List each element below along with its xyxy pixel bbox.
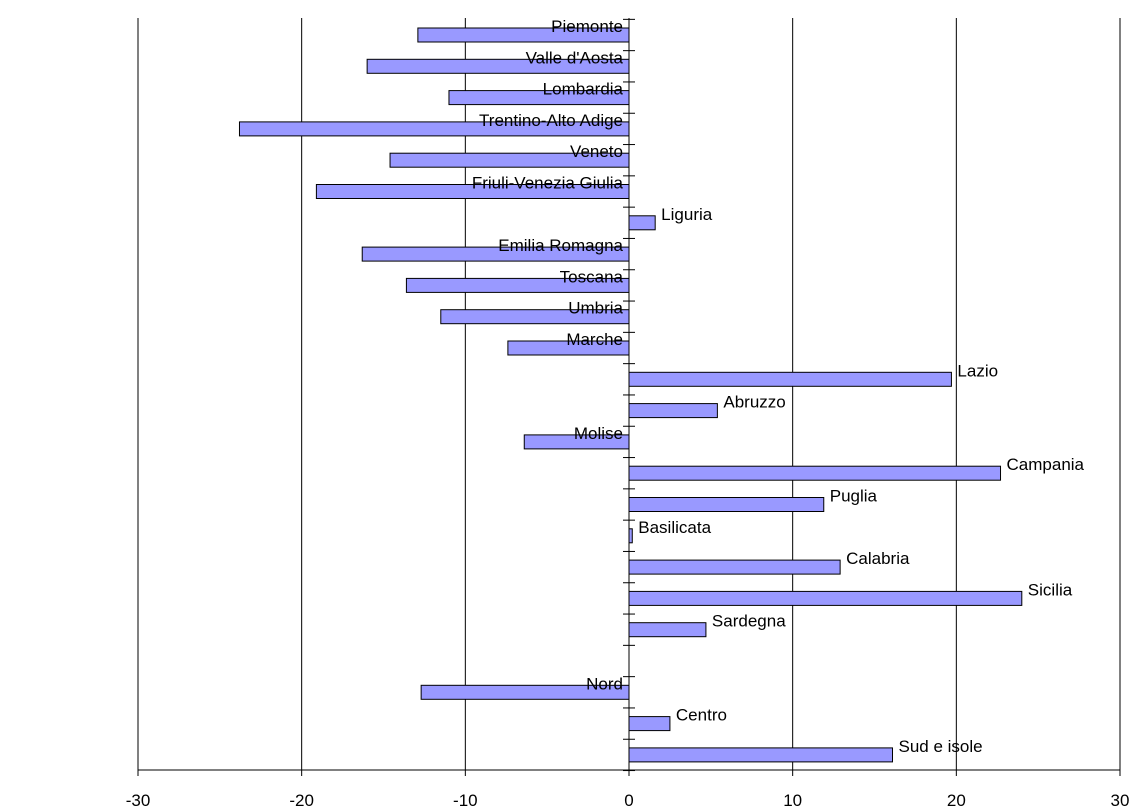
bar [628, 371, 952, 387]
x-tick-label: 10 [783, 791, 802, 810]
bar-category-label: Campania [1007, 455, 1085, 474]
bar [628, 716, 671, 732]
x-tick-labels: -30 -20 -10 0 10 20 30 [126, 791, 1130, 810]
bar-category-label: Lazio [957, 361, 998, 380]
bar-category-label: Marche [566, 330, 623, 349]
bar-category-label: Abruzzo [723, 393, 785, 412]
bar-category-label: Toscana [560, 267, 624, 286]
bar-category-label: Molise [574, 424, 623, 443]
bar-category-label: Friuli-Venezia Giulia [472, 174, 624, 193]
bars [238, 27, 1023, 763]
x-tick-label: -10 [453, 791, 478, 810]
bar-category-label: Basilicata [638, 518, 711, 537]
bar-category-label: Sardegna [712, 612, 786, 631]
gridlines [137, 18, 1121, 770]
bar [628, 465, 1002, 481]
bar [628, 215, 656, 231]
bar-category-label: Calabria [846, 549, 910, 568]
bar [628, 559, 841, 575]
x-tick-label: -30 [126, 791, 151, 810]
bar [628, 403, 718, 419]
axes [137, 18, 1121, 776]
bar [628, 747, 894, 763]
bar-category-label: Sud e isole [899, 737, 983, 756]
bar-category-label: Umbria [568, 299, 623, 318]
bar-category-label: Emilia Romagna [498, 236, 623, 255]
bar-category-label: Valle d'Aosta [526, 48, 624, 67]
bar [628, 590, 1023, 606]
bar [628, 622, 707, 638]
bar-category-label: Piemonte [551, 17, 623, 36]
x-tick-label: 20 [947, 791, 966, 810]
category-labels: Piemonte Valle d'Aosta Lombardia Trentino-A… [472, 17, 1085, 756]
bar-category-label: Liguria [661, 205, 713, 224]
bar-category-label: Trentino-Alto Adige [479, 111, 623, 130]
x-tick-label: 30 [1111, 791, 1130, 810]
bar-category-label: Centro [676, 706, 727, 725]
bar-category-label: Sicilia [1028, 580, 1073, 599]
x-tick-label: -20 [289, 791, 314, 810]
bar [628, 497, 825, 512]
x-tick-label: 0 [624, 791, 633, 810]
bar-category-label: Nord [586, 674, 623, 693]
bar-category-label: Puglia [830, 487, 878, 506]
bar-category-label: Veneto [570, 142, 623, 161]
bar-category-label: Lombardia [543, 80, 624, 99]
